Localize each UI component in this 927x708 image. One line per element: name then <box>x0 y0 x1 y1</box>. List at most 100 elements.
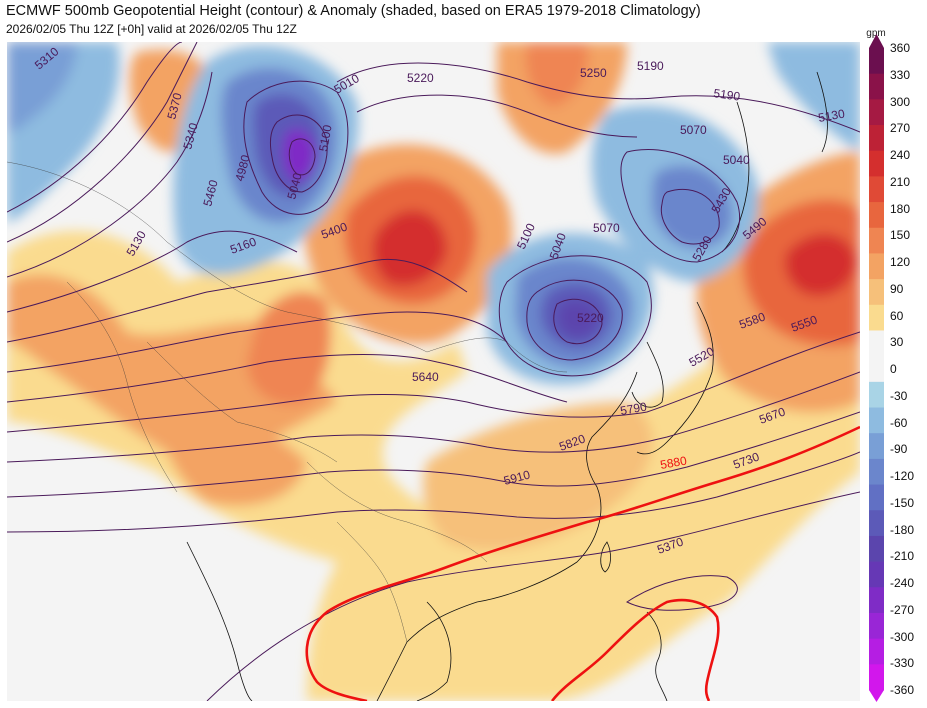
colorbar-segment <box>869 99 884 126</box>
height-contour-label: 5220 <box>407 71 434 85</box>
height-contour-label: 5790 <box>619 399 648 417</box>
colorbar-tick-label: -180 <box>890 522 915 537</box>
chart-title: ECMWF 500mb Geopotential Height (contour… <box>6 3 701 19</box>
colorbar-tick-label: 360 <box>890 41 911 55</box>
positive-anomaly-west <box>7 182 860 701</box>
colorbar-segment <box>869 202 884 229</box>
colorbar-segment <box>869 356 884 383</box>
colorbar-tick-label: 210 <box>890 174 911 189</box>
colorbar-tick-label: 90 <box>890 281 904 296</box>
negative-anomaly-ne <box>767 42 860 152</box>
colorbar-max-arrow <box>869 34 884 48</box>
colorbar-tick-label: 0 <box>890 362 897 376</box>
colorbar-tick-label: -270 <box>890 602 915 617</box>
colorbar-tick-label: 330 <box>890 67 911 82</box>
colorbar-segment <box>869 150 884 177</box>
colorbar-tick-label: -240 <box>890 576 915 590</box>
colorbar-tick-label: -360 <box>890 683 915 697</box>
height-contour-label: 5880 <box>659 453 688 471</box>
colorbar-segment <box>869 253 884 280</box>
colorbar-tick-label: -30 <box>890 388 908 403</box>
ridge-core-west <box>247 291 331 405</box>
colorbar-segment <box>869 279 884 306</box>
colorbar-tick-label: 60 <box>890 308 904 323</box>
colorbar-tick-label: -150 <box>890 495 915 510</box>
height-contour-label: 5460 <box>200 178 221 208</box>
colorbar-tick-label: -90 <box>890 442 908 457</box>
colorbar-tick-label: 120 <box>890 255 911 269</box>
height-contour-label: 5370 <box>164 91 185 121</box>
height-contour-label: 5190 <box>713 86 742 104</box>
colorbar-segment <box>869 125 884 152</box>
height-contour-label: 5040 <box>284 171 305 201</box>
ridge-mongolia-peak <box>372 210 447 286</box>
contour-5880 <box>305 425 860 701</box>
chart-subtitle: 2026/02/05 Thu 12Z [+0h] valid at 2026/0… <box>6 22 297 36</box>
colorbar-segment <box>869 510 884 537</box>
colorbar-segment <box>869 484 884 511</box>
colorbar-tick-label: -210 <box>890 549 915 564</box>
colorbar-tick-label: -300 <box>890 629 915 644</box>
coastline-sakhalin <box>721 101 750 253</box>
coastline-korea <box>631 341 664 408</box>
colorbar-segment <box>869 561 884 588</box>
borders <box>7 161 568 643</box>
height-contour-label: 5070 <box>680 123 707 137</box>
positive-anomaly-ne-core <box>525 42 588 107</box>
trough-siberia-core <box>282 128 316 182</box>
coastline-kamchatka <box>816 71 828 153</box>
colorbar-segment <box>869 664 884 691</box>
colorbar-segment <box>869 73 884 100</box>
colorbar-tick-label: 30 <box>890 335 904 350</box>
colorbar-min-arrow <box>869 690 884 702</box>
colorbar-segment <box>869 381 884 409</box>
negative-anomaly-west-inner <box>7 42 77 132</box>
height-contour-label: 5070 <box>593 221 620 235</box>
south-asia-positive <box>157 402 307 506</box>
coastline-philippines <box>646 611 668 701</box>
coastline-india <box>186 541 253 701</box>
colorbar-segment <box>869 535 884 563</box>
trough-korea-core <box>557 300 598 337</box>
height-contours <box>7 42 860 701</box>
colorbar-tick-label: -60 <box>890 415 908 430</box>
height-contour-label: 5910 <box>502 467 532 488</box>
map-panel: 5310 5370 5340 5460 5130 4980 5040 5010 5100 5220… <box>7 42 860 701</box>
height-contour-label: 5640 <box>412 370 439 384</box>
height-contour-label: 5250 <box>580 66 607 80</box>
coastline-indochina <box>416 601 452 701</box>
colorbar-tick-label: 150 <box>890 228 911 243</box>
colorbar-segment <box>869 407 884 434</box>
height-contour-label: 5220 <box>577 311 604 325</box>
anomaly-map: 5310537053405460513049805040501051005220… <box>7 42 860 701</box>
colorbar-segment <box>869 330 884 357</box>
colorbar <box>869 34 884 702</box>
colorbar-segment <box>869 612 884 640</box>
colorbar-segment <box>869 458 884 486</box>
height-contour-label: 5100 <box>316 123 334 152</box>
colorbar-tick-label: 180 <box>890 201 911 216</box>
height-contour-label: 4980 <box>232 153 253 183</box>
colorbar-segment <box>869 587 884 614</box>
colorbar-segment <box>869 176 884 203</box>
colorbar-segment <box>869 48 884 75</box>
ridge-pacific-peak <box>785 233 857 296</box>
colorbar-segment <box>869 227 884 254</box>
height-contour-label: 5130 <box>817 106 846 124</box>
anomaly-shading <box>7 42 860 701</box>
height-contour-label: 5190 <box>637 59 664 73</box>
southeast-asia-positive <box>423 402 653 550</box>
height-contour-label: 5340 <box>180 121 201 151</box>
height-contour-label: 5040 <box>723 153 750 167</box>
colorbar-tick-label: 270 <box>890 121 911 136</box>
coastline-japan <box>636 301 714 455</box>
colorbar-segment <box>869 433 884 460</box>
colorbar-tick-label: -330 <box>890 656 915 671</box>
trough-northeast-inner <box>652 165 733 249</box>
colorbar-segment <box>869 304 884 331</box>
colorbar-tick-label: 300 <box>890 94 911 109</box>
colorbar-segment <box>869 638 884 665</box>
colorbar-tick-label: -120 <box>890 469 915 483</box>
colorbar-unit: gpm <box>866 28 886 39</box>
colorbar-tick-label: 240 <box>890 148 911 162</box>
